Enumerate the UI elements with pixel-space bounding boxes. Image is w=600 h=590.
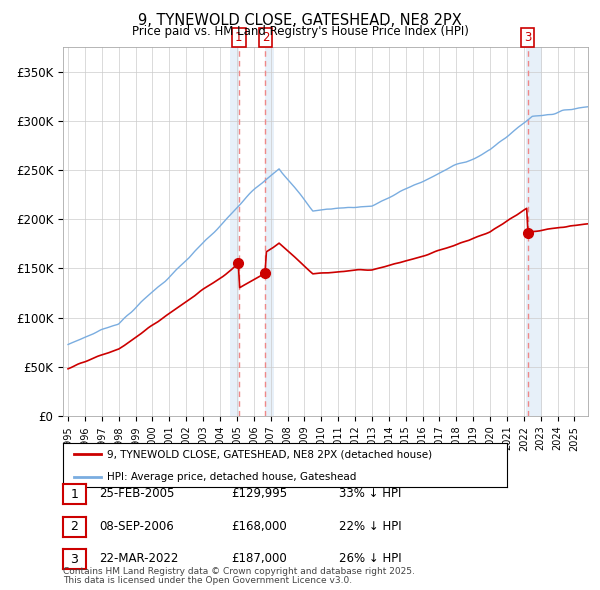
Bar <box>526 47 542 416</box>
Text: 26% ↓ HPI: 26% ↓ HPI <box>339 552 401 565</box>
Text: 9, TYNEWOLD CLOSE, GATESHEAD, NE8 2PX (detached house): 9, TYNEWOLD CLOSE, GATESHEAD, NE8 2PX (d… <box>107 450 433 460</box>
Text: 2: 2 <box>70 520 79 533</box>
Bar <box>230 47 239 416</box>
Text: 3: 3 <box>524 31 531 44</box>
Text: £168,000: £168,000 <box>231 520 287 533</box>
Text: This data is licensed under the Open Government Licence v3.0.: This data is licensed under the Open Gov… <box>63 576 352 585</box>
Text: 9, TYNEWOLD CLOSE, GATESHEAD, NE8 2PX: 9, TYNEWOLD CLOSE, GATESHEAD, NE8 2PX <box>138 13 462 28</box>
Text: 22-MAR-2022: 22-MAR-2022 <box>99 552 178 565</box>
Text: 33% ↓ HPI: 33% ↓ HPI <box>339 487 401 500</box>
Text: HPI: Average price, detached house, Gateshead: HPI: Average price, detached house, Gate… <box>107 471 357 481</box>
Text: Contains HM Land Registry data © Crown copyright and database right 2025.: Contains HM Land Registry data © Crown c… <box>63 567 415 576</box>
Bar <box>265 47 274 416</box>
Text: 08-SEP-2006: 08-SEP-2006 <box>99 520 174 533</box>
Text: 2: 2 <box>262 31 269 44</box>
Text: 22% ↓ HPI: 22% ↓ HPI <box>339 520 401 533</box>
Text: £129,995: £129,995 <box>231 487 287 500</box>
Text: 1: 1 <box>235 31 242 44</box>
Text: 25-FEB-2005: 25-FEB-2005 <box>99 487 175 500</box>
Text: £187,000: £187,000 <box>231 552 287 565</box>
Text: Price paid vs. HM Land Registry's House Price Index (HPI): Price paid vs. HM Land Registry's House … <box>131 25 469 38</box>
Text: 3: 3 <box>70 553 79 566</box>
Text: 1: 1 <box>70 488 79 501</box>
